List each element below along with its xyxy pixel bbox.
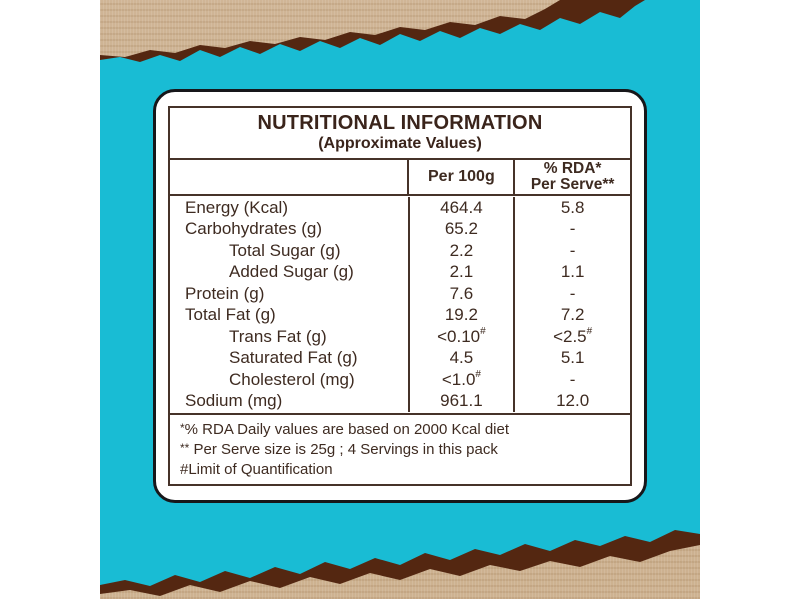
- row-per100g-value: 2.1: [407, 261, 514, 283]
- row-per100g-value: 4.5: [407, 347, 514, 369]
- table-row-energy: Energy (Kcal) 464.4 5.8: [170, 197, 630, 219]
- table-row-total-sugar: Total Sugar (g) 2.2 -: [170, 240, 630, 262]
- row-rda-value: 12.0: [513, 390, 630, 412]
- row-label: Sodium (mg): [185, 391, 283, 411]
- table-subtitle: (Approximate Values): [318, 135, 482, 152]
- column-header-blank: [170, 160, 407, 194]
- row-rda-value: 1.1: [513, 261, 630, 283]
- table-row-added-sugar: Added Sugar (g) 2.1 1.1: [170, 261, 630, 283]
- row-per100g-value: 2.2: [407, 240, 514, 262]
- table-row-trans-fat: Trans Fat (g) <0.10 # <2.5 #: [170, 326, 630, 348]
- row-rda-value: 7.2: [513, 304, 630, 326]
- row-rda-value: <2.5 #: [513, 326, 630, 348]
- row-label: Total Fat (g): [185, 305, 276, 325]
- column-header-rda-line1: % RDA*: [543, 160, 602, 177]
- row-label: Cholesterol (mg): [229, 369, 355, 389]
- table-title-block: NUTRITIONAL INFORMATION (Approximate Val…: [170, 108, 630, 160]
- table-row-saturated-fat: Saturated Fat (g) 4.5 5.1: [170, 347, 630, 369]
- row-label: Saturated Fat (g): [229, 348, 358, 368]
- row-label: Protein (g): [185, 283, 265, 303]
- row-rda-value: -: [513, 283, 630, 305]
- table-row-protein: Protein (g) 7.6 -: [170, 283, 630, 305]
- table-row-cholesterol: Cholesterol (mg) <1.0 # -: [170, 369, 630, 391]
- table-body: Energy (Kcal) 464.4 5.8 Carbohydrates (g…: [170, 196, 630, 413]
- row-label: Energy (Kcal): [185, 197, 288, 217]
- nutrition-table: NUTRITIONAL INFORMATION (Approximate Val…: [168, 106, 632, 486]
- nutrition-card: NUTRITIONAL INFORMATION (Approximate Val…: [153, 89, 647, 503]
- package-background: NUTRITIONAL INFORMATION (Approximate Val…: [100, 0, 700, 599]
- row-rda-value: -: [513, 218, 630, 240]
- footnote-quantification: #Limit of Quantification: [180, 461, 333, 478]
- row-label: Trans Fat (g): [229, 326, 327, 346]
- row-label: Total Sugar (g): [229, 240, 341, 260]
- row-per100g-value: <1.0 #: [407, 369, 514, 391]
- row-per100g-value: 961.1: [407, 390, 514, 412]
- table-row-total-fat: Total Fat (g) 19.2 7.2: [170, 304, 630, 326]
- column-header-row: Per 100g % RDA* Per Serve**: [170, 160, 630, 196]
- row-per100g-value: 7.6: [407, 283, 514, 305]
- row-label: Carbohydrates (g): [185, 219, 323, 239]
- row-rda-value: -: [513, 240, 630, 262]
- row-per100g-value: 65.2: [407, 218, 514, 240]
- row-rda-value: 5.1: [513, 347, 630, 369]
- row-rda-value: 5.8: [513, 197, 630, 219]
- footnotes: *% RDA Daily values are based on 2000 Kc…: [170, 413, 630, 484]
- column-header-rda: % RDA* Per Serve**: [513, 160, 630, 194]
- table-row-sodium: Sodium (mg) 961.1 12.0: [170, 390, 630, 412]
- column-header-rda-line2: Per Serve**: [530, 176, 615, 193]
- row-per100g-value: <0.10 #: [407, 326, 514, 348]
- row-per100g-value: 464.4: [407, 197, 514, 219]
- footnote-rda: *% RDA Daily values are based on 2000 Kc…: [180, 421, 510, 438]
- row-per100g-value: 19.2: [407, 304, 514, 326]
- row-label: Added Sugar (g): [229, 262, 354, 282]
- table-title: NUTRITIONAL INFORMATION: [257, 112, 543, 134]
- row-rda-value: -: [513, 369, 630, 391]
- column-header-per100g: Per 100g: [407, 160, 513, 194]
- table-row-carbohydrates: Carbohydrates (g) 65.2 -: [170, 218, 630, 240]
- footnote-serve-size: ** Per Serve size is 25g ; 4 Servings in…: [180, 441, 498, 458]
